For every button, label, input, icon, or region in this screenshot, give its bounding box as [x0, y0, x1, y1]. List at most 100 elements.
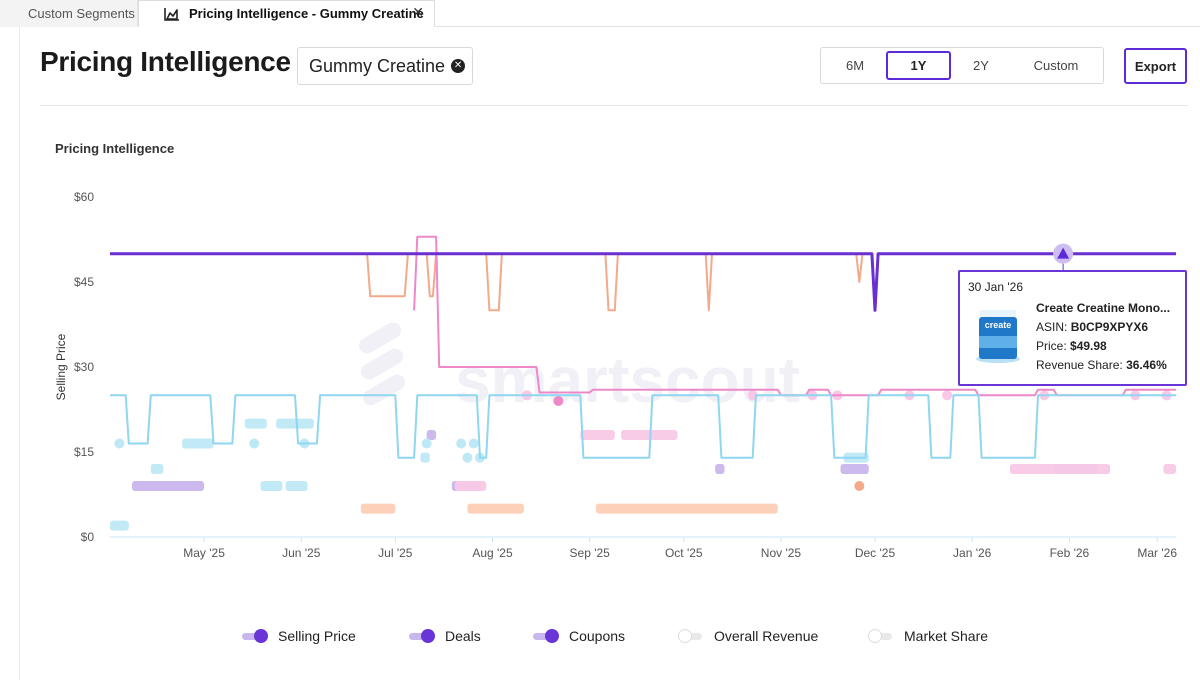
deal-bar	[1163, 464, 1176, 474]
deal-bar	[426, 430, 437, 440]
chart-area-icon	[164, 8, 179, 21]
x-tick-label: Oct '25	[665, 546, 703, 560]
y-tick-label: $60	[74, 190, 94, 204]
close-icon[interactable]: ✕	[412, 4, 424, 20]
toggle-switch[interactable]	[533, 629, 559, 643]
deal-bar	[360, 503, 396, 514]
competitor-price-line	[366, 252, 864, 312]
x-tick-label: Jun '25	[282, 546, 321, 560]
deal-bar	[595, 503, 778, 514]
legend-selling-price[interactable]: Selling Price	[242, 626, 356, 646]
x-tick-label: Sep '25	[570, 546, 611, 560]
x-tick-label: Nov '25	[761, 546, 802, 560]
product-thumbnail: create	[976, 310, 1020, 363]
hover-marker-icon	[1057, 247, 1070, 259]
legend-selling-price-label: Selling Price	[278, 628, 356, 644]
deal-bar	[467, 503, 524, 514]
tab-bar: Custom Segments Pricing Intelligence - G…	[0, 0, 1200, 27]
deal-bar	[840, 464, 869, 474]
x-tick-label: Mar '26	[1137, 546, 1177, 560]
legend-market-share[interactable]: Market Share	[868, 626, 988, 646]
competitor-price-line	[110, 394, 1176, 459]
tab-pricing-intelligence-label: Pricing Intelligence - Gummy Creatine	[189, 6, 424, 21]
competitor-price-line	[413, 235, 1176, 397]
tooltip-price: Price: $49.98	[1036, 339, 1107, 353]
legend-market-share-label: Market Share	[904, 628, 989, 644]
y-tick-label: $45	[74, 275, 94, 289]
coupon-dot	[462, 452, 473, 463]
coupon-dot	[854, 481, 865, 491]
toggle-switch[interactable]	[868, 629, 894, 643]
range-custom-button[interactable]: Custom	[1033, 58, 1079, 73]
deal-bar	[276, 418, 314, 429]
deal-bar	[260, 481, 283, 491]
remove-segment-icon[interactable]: ✕	[451, 59, 466, 73]
date-range-selector: 6M 1Y 2Y Custom	[820, 47, 1104, 84]
coupon-dot	[468, 438, 479, 449]
y-axis-label: Selling Price	[54, 333, 68, 400]
legend-coupons[interactable]: Coupons	[533, 626, 625, 646]
tooltip-date: 30 Jan '26	[968, 280, 1024, 294]
coupon-dot	[114, 438, 125, 449]
toggle-switch[interactable]	[242, 629, 268, 643]
tooltip-asin: ASIN: B0CP9XPYX6	[1036, 320, 1148, 334]
deal-bar	[110, 520, 129, 531]
tooltip-revenue-share: Revenue Share: 36.46%	[1036, 358, 1167, 372]
y-tick-label: $0	[81, 530, 95, 544]
deal-bar	[244, 418, 267, 429]
x-tick-label: May '25	[183, 546, 225, 560]
segment-chip: Gummy Creatine ✕	[297, 47, 473, 85]
tab-pricing-intelligence[interactable]: Pricing Intelligence - Gummy Creatine ✕	[138, 0, 435, 27]
deal-bar	[715, 464, 725, 474]
watermark-text: smartscout	[455, 344, 800, 416]
deal-bar	[285, 481, 308, 491]
tooltip-asin-value: B0CP9XPYX6	[1070, 320, 1149, 334]
deal-bar	[454, 481, 487, 491]
segment-chip-label: Gummy Creatine	[309, 55, 446, 76]
deal-bar	[1009, 464, 1111, 474]
data-tooltip: 30 Jan '26 create Create Creatine Mono..…	[958, 270, 1187, 386]
deal-bar	[131, 481, 205, 491]
x-tick-label: Aug '25	[472, 546, 513, 560]
tooltip-product-name: Create Creatine Mono...	[1036, 301, 1171, 315]
tooltip-asin-label: ASIN:	[1036, 320, 1068, 334]
legend-deals[interactable]: Deals	[409, 626, 481, 646]
range-1y-button[interactable]: 1Y	[886, 51, 951, 80]
tooltip-price-value: $49.98	[1070, 339, 1107, 353]
coupon-dot	[942, 390, 953, 401]
legend-deals-label: Deals	[445, 628, 481, 644]
range-6m-button[interactable]: 6M	[845, 58, 865, 73]
toggle-switch[interactable]	[678, 629, 704, 643]
coupon-dot	[421, 438, 432, 449]
tab-custom-segments[interactable]: Custom Segments	[0, 0, 138, 27]
watermark: smartscout	[359, 322, 800, 416]
tooltip-share-value: 36.46%	[1126, 358, 1167, 372]
deal-bar	[420, 452, 430, 463]
page-title: Pricing Intelligence	[40, 46, 291, 77]
tooltip-price-label: Price:	[1036, 339, 1067, 353]
deal-bar	[621, 430, 678, 440]
deal-bar	[150, 464, 164, 474]
chart-title: Pricing Intelligence	[55, 141, 175, 156]
range-2y-button[interactable]: 2Y	[973, 58, 989, 73]
y-tick-label: $30	[74, 360, 94, 374]
header-divider	[40, 105, 1188, 106]
coupon-dot	[553, 396, 564, 406]
selling-price-line	[110, 252, 1176, 312]
product-brand-mark: create	[985, 320, 1012, 330]
legend-overall-revenue-label: Overall Revenue	[714, 628, 819, 644]
x-tick-label: Dec '25	[855, 546, 896, 560]
deal-bar	[182, 438, 214, 449]
legend-coupons-label: Coupons	[569, 628, 626, 644]
content-left-border	[19, 27, 20, 680]
legend-overall-revenue[interactable]: Overall Revenue	[678, 626, 818, 646]
tooltip-share-label: Revenue Share:	[1036, 358, 1123, 372]
toggle-switch[interactable]	[409, 629, 435, 643]
x-tick-label: Jan '26	[953, 546, 992, 560]
export-button[interactable]: Export	[1124, 48, 1187, 84]
y-tick-label: $15	[74, 445, 94, 459]
coupon-dot	[456, 438, 467, 449]
x-tick-label: Feb '26	[1050, 546, 1090, 560]
deal-bar	[580, 430, 615, 440]
